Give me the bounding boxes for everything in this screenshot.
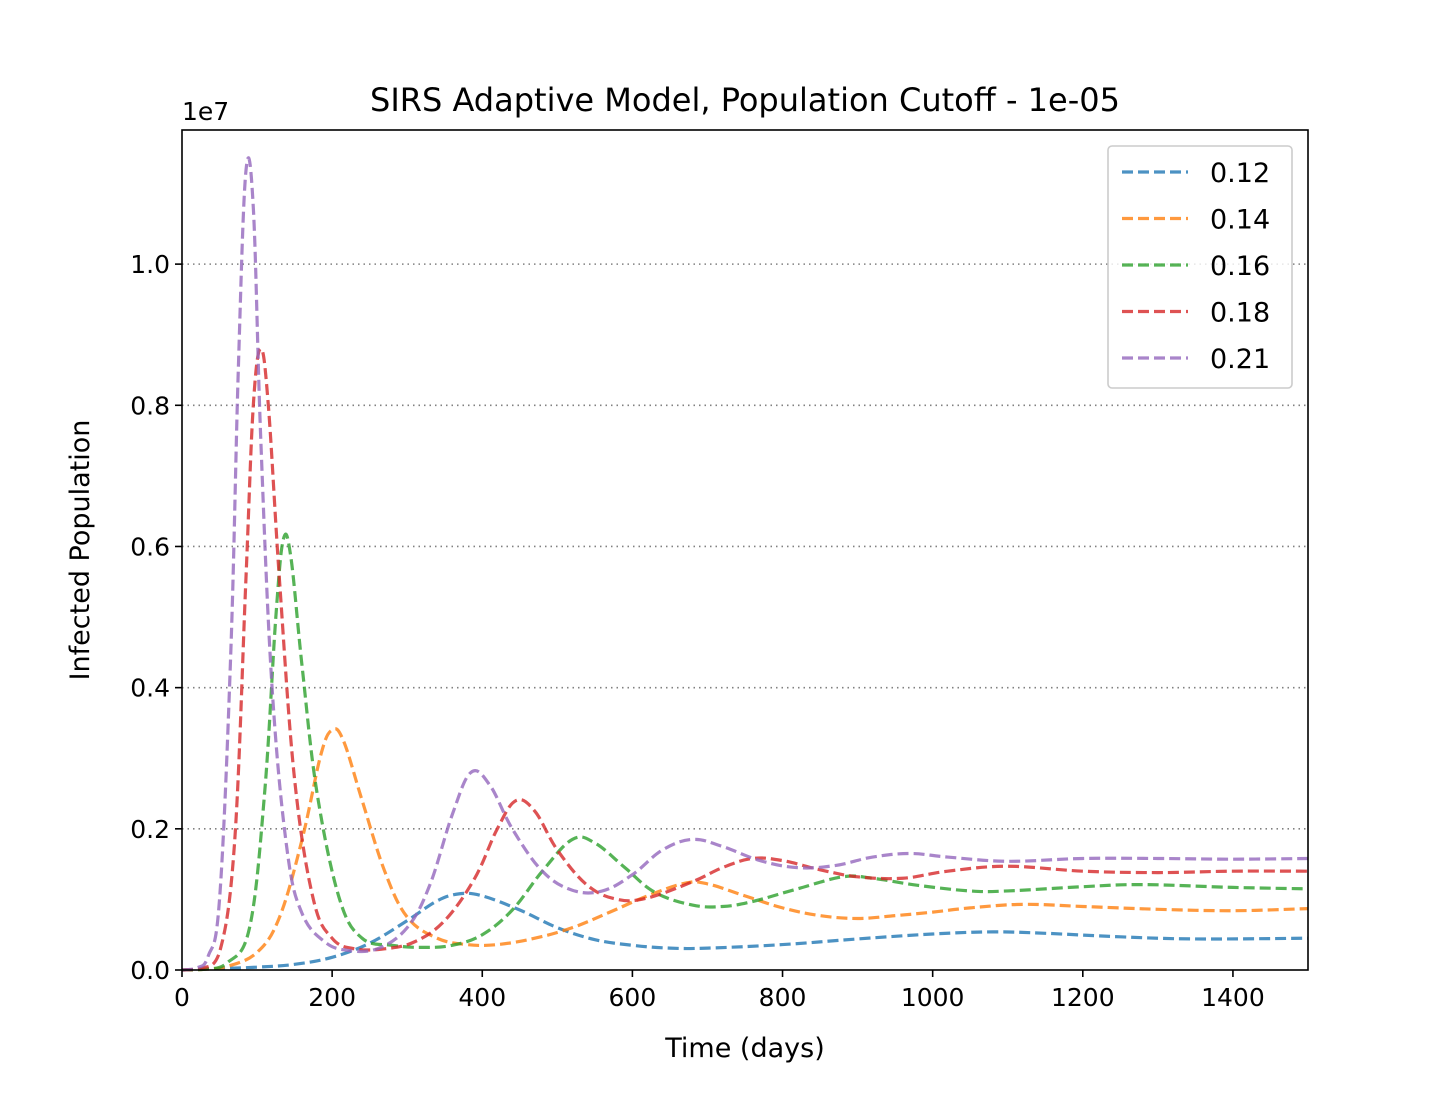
series-line-0.21 [181,156,1309,972]
y-tick-label: 0.6 [130,532,170,561]
legend-label: 0.18 [1210,298,1270,329]
x-tick-label: 1400 [1201,983,1265,1012]
x-tick-label: 1000 [901,983,965,1012]
legend: 0.12 0.14 0.16 0.18 0.21 [1107,145,1293,389]
legend-label: 0.21 [1210,344,1270,375]
legend-entries: 0.12 0.14 0.16 0.18 0.21 [1122,158,1270,375]
y-tick-label: 0.2 [130,815,170,844]
series-line-0.16 [181,532,1309,972]
y-tick-label: 0.8 [130,391,170,420]
x-tick-label: 400 [458,983,506,1012]
legend-label: 0.12 [1210,158,1270,189]
legend-label: 0.14 [1210,205,1270,236]
legend-label: 0.16 [1210,251,1270,282]
x-tick-label: 0 [174,983,190,1012]
y-offset-label: 1e7 [182,97,229,126]
x-tick-label: 1200 [1051,983,1115,1012]
y-ticks: 0.0 0.2 0.4 0.6 0.8 1.0 [130,250,182,985]
y-axis-label: Infected Population [65,420,96,681]
plot-frame [181,129,1309,971]
chart-title: SIRS Adaptive Model, Population Cutoff -… [370,81,1120,119]
y-tick-label: 0.4 [130,674,170,703]
y-tick-label: 1.0 [130,250,170,279]
x-ticks: 0 200 400 600 800 1000 1200 1400 [174,970,1265,1012]
y-tick-label: 0.0 [130,956,170,985]
series-line-0.14 [181,727,1309,972]
x-tick-label: 800 [759,983,807,1012]
x-tick-label: 200 [308,983,356,1012]
series-layer [181,156,1309,972]
series-line-0.18 [181,347,1309,972]
x-axis-label: Time (days) [664,1033,824,1064]
series-line-0.12 [181,891,1309,972]
x-tick-label: 600 [609,983,657,1012]
legend-box [1107,145,1293,389]
